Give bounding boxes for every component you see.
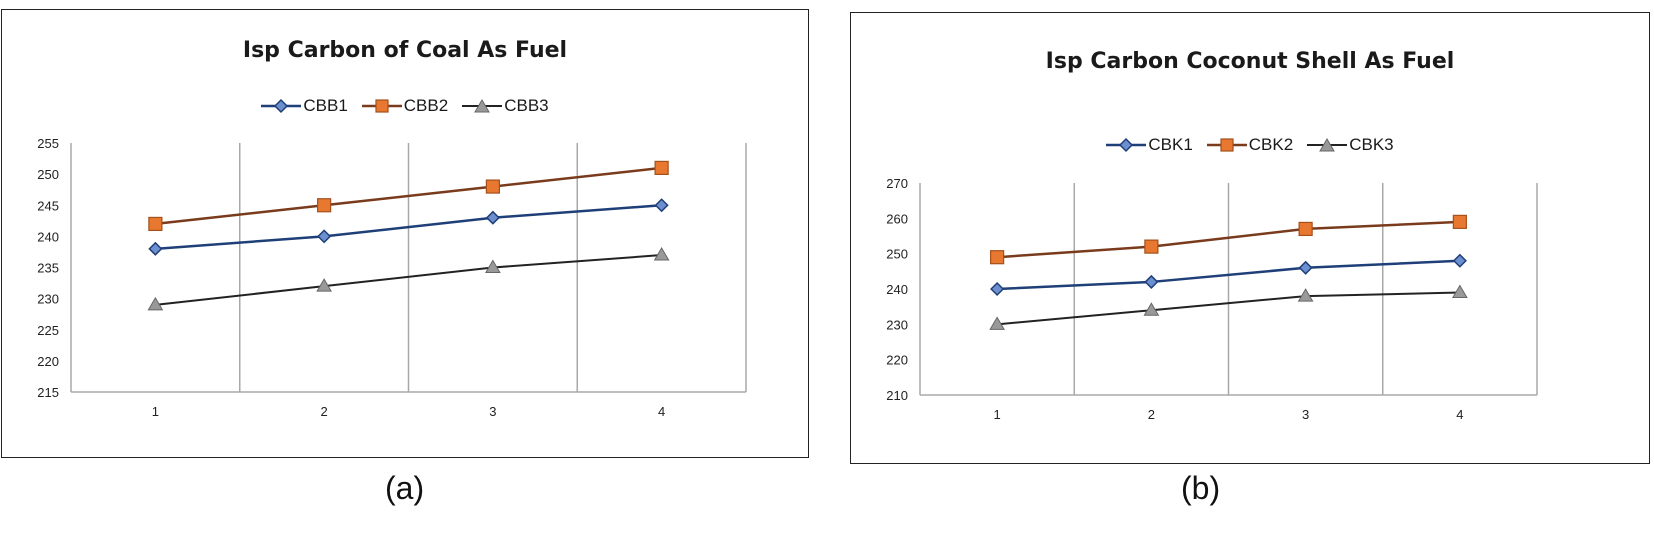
data-point-square: [990, 250, 1005, 265]
legend-item-series-3: CBB3: [462, 96, 549, 116]
data-point-diamond: [317, 229, 332, 244]
y-tick-label: 270: [886, 176, 908, 191]
chart-panel-a: Isp Carbon of Coal As Fuel CBB1 CBB2 CBB…: [1, 9, 809, 458]
y-tick-label: 230: [886, 317, 908, 332]
data-point-square: [485, 179, 500, 194]
data-point-diamond: [148, 241, 163, 256]
y-tick-label: 220: [37, 354, 59, 369]
legend-label: CBB3: [504, 96, 549, 115]
line-chart-coal: 215 220 225 230 235 240 245 250 255 1 2 3 4: [37, 136, 747, 419]
data-point-square: [148, 216, 163, 232]
data-point-square: [1452, 214, 1467, 229]
data-point-square: [654, 160, 669, 175]
legend-square-marker-icon: [361, 99, 402, 113]
data-point-triangle: [653, 247, 670, 261]
legend-label: CBB2: [403, 96, 449, 115]
legend-triangle-marker-icon: [1307, 138, 1348, 152]
data-point-triangle: [1143, 302, 1160, 316]
y-tick-label: 210: [886, 388, 908, 403]
x-tick-label: 4: [658, 404, 665, 419]
y-tick-label: 215: [37, 385, 59, 400]
data-point-diamond: [485, 210, 500, 225]
y-tick-label: 225: [37, 323, 59, 338]
x-tick-label: 2: [1148, 407, 1155, 422]
series-line-1: [997, 259, 1460, 291]
chart-legend: CBK1 CBK2 CBK3: [851, 135, 1649, 155]
legend-diamond-marker-icon: [1106, 137, 1147, 153]
y-tick-label: 240: [886, 282, 908, 297]
y-tick-label: 235: [37, 261, 59, 276]
data-point-triangle: [1297, 288, 1314, 302]
series-line-1: [155, 204, 662, 251]
x-tick-label: 3: [1302, 407, 1309, 422]
data-point-diamond: [1298, 260, 1313, 275]
legend-label: CBK2: [1248, 135, 1294, 154]
data-point-triangle: [147, 296, 164, 311]
data-point-diamond: [990, 281, 1005, 297]
x-tick-label: 1: [152, 404, 159, 419]
data-point-diamond: [1452, 253, 1467, 268]
y-tick-label: 260: [886, 211, 908, 226]
x-tick-label: 2: [321, 404, 328, 419]
legend-square-marker-icon: [1206, 138, 1247, 152]
y-tick-label: 250: [37, 167, 59, 182]
data-point-square: [1144, 239, 1159, 254]
chart-legend: CBB1 CBB2 CBB3: [2, 96, 808, 116]
data-point-square: [1298, 221, 1313, 237]
legend-item-series-2: CBB2: [361, 96, 449, 116]
data-point-triangle: [316, 278, 332, 292]
x-tick-label: 3: [489, 404, 496, 419]
series-line-3: [997, 291, 1460, 326]
legend-label: CBK1: [1148, 135, 1193, 154]
series-line-3: [155, 254, 662, 306]
y-tick-label: 245: [37, 198, 59, 213]
legend-item-series-2: CBK2: [1206, 135, 1294, 155]
legend-item-series-1: CBK1: [1106, 135, 1193, 155]
y-tick-label: 230: [37, 292, 59, 307]
legend-diamond-marker-icon: [261, 98, 302, 114]
series-line-2: [155, 166, 662, 226]
chart-title: Isp Carbon of Coal As Fuel: [242, 38, 568, 63]
caption-a: (a): [385, 470, 425, 506]
legend-triangle-marker-icon: [462, 99, 503, 113]
legend-label: CBK3: [1349, 135, 1394, 154]
y-tick-label: 240: [37, 229, 59, 244]
data-point-square: [317, 198, 332, 213]
x-tick-label: 1: [994, 407, 1001, 422]
data-point-triangle: [485, 259, 501, 273]
y-tick-label: 220: [886, 353, 908, 368]
data-point-triangle: [989, 316, 1005, 330]
chart-title: Isp Carbon Coconut Shell As Fuel: [1045, 49, 1455, 74]
legend-item-series-1: CBB1: [261, 96, 348, 116]
y-tick-label: 250: [886, 247, 908, 262]
caption-b: (b): [1181, 470, 1221, 506]
x-tick-label: 4: [1456, 407, 1463, 422]
line-chart-coconut-shell: 210 220 230 240 250 260 270 1 2 3 4: [886, 176, 1538, 422]
data-point-diamond: [1144, 274, 1159, 289]
legend-item-series-3: CBK3: [1307, 135, 1394, 155]
legend-label: CBB1: [303, 96, 348, 115]
y-tick-label: 255: [37, 136, 59, 151]
data-point-triangle: [1452, 284, 1468, 299]
chart-panel-b: Isp Carbon Coconut Shell As Fuel CBK1 CB…: [850, 12, 1650, 464]
series-line-2: [997, 220, 1460, 259]
data-point-diamond: [654, 198, 669, 213]
